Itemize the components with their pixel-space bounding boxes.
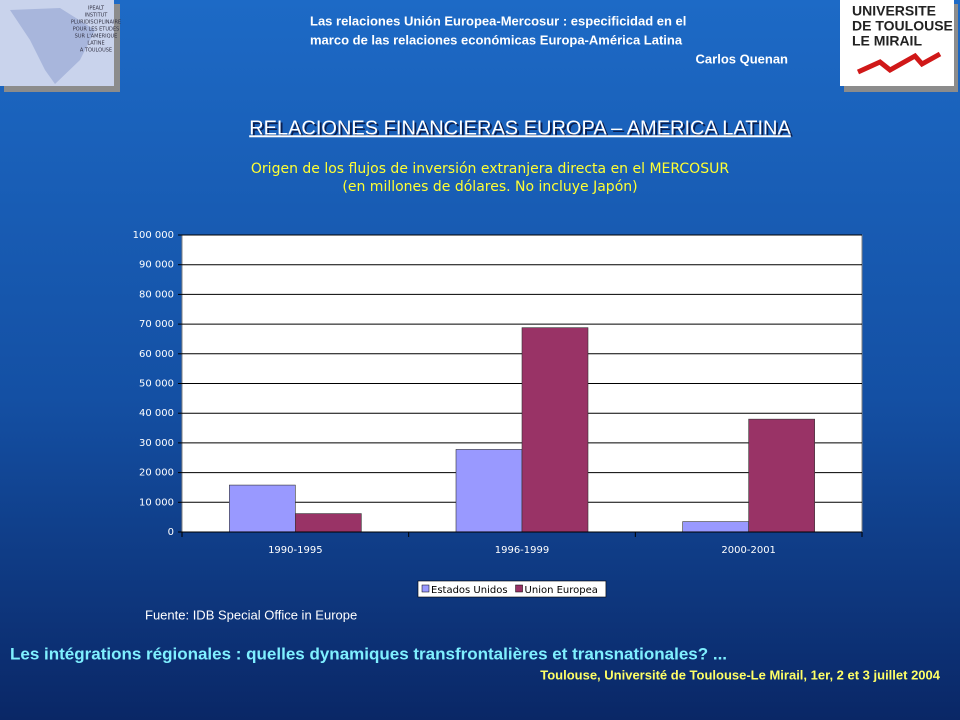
map-shape <box>10 8 95 84</box>
chart-title: (en millones de dólares. No incluye Japó… <box>342 179 637 195</box>
bar <box>229 484 296 533</box>
bar <box>455 449 523 533</box>
logo-text: POUR LES ETUDES <box>73 27 119 33</box>
y-tick-label: 70 000 <box>139 319 174 330</box>
x-tick-label: 1990-1995 <box>268 545 323 556</box>
bar <box>748 418 815 533</box>
legend-label: Estados Unidos <box>431 585 508 596</box>
chart-title: Origen de los flujos de inversión extran… <box>251 161 729 177</box>
logo-text: SUR L'AMERIQUE <box>75 34 118 40</box>
legend-swatch <box>515 584 523 593</box>
y-tick-label: 30 000 <box>139 438 174 449</box>
bar <box>521 327 589 533</box>
logo-text: PLURIDISCIPLINAIRE <box>71 20 121 26</box>
bar <box>295 513 362 533</box>
legend-label: Union Europea <box>525 585 598 596</box>
header-line: marco de las relaciones económicas Europ… <box>310 32 683 47</box>
bar <box>682 521 749 533</box>
slide-title-shadow: RELACIONES FINANCIERAS EUROPA – AMERICA … <box>251 119 793 141</box>
legend-swatch <box>421 584 430 593</box>
y-tick-label: 20 000 <box>139 468 174 479</box>
logo-text: UNIVERSITE <box>852 3 936 19</box>
slide-title: RELACIONES FINANCIERAS EUROPA – AMERICA … <box>249 117 791 139</box>
logo-stroke <box>856 51 942 75</box>
logo-text: A TOULOUSE <box>80 48 112 54</box>
x-tick-label: 1996-1999 <box>495 545 550 556</box>
logo-text: LE MIRAIL <box>852 33 922 49</box>
y-tick-label: 80 000 <box>139 289 174 300</box>
y-tick-label: 100 000 <box>133 230 174 241</box>
logo-text: IPEALT <box>88 6 105 12</box>
logo-text: INSTITUT <box>85 13 109 19</box>
y-tick-label: 50 000 <box>139 379 174 390</box>
y-tick-label: 90 000 <box>139 260 174 271</box>
logo-text: DE TOULOUSE <box>852 18 953 34</box>
footer-sub: Toulouse, Université de Toulouse-Le Mira… <box>540 667 941 682</box>
y-tick-label: 60 000 <box>139 349 174 360</box>
source: Fuente: IDB Special Office in Europe <box>145 607 357 622</box>
y-tick-label: 0 <box>168 527 174 538</box>
legend <box>417 580 607 598</box>
header-line: Las relaciones Unión Europea-Mercosur : … <box>310 13 686 28</box>
x-tick-label: 2000-2001 <box>721 545 776 556</box>
y-tick-label: 40 000 <box>139 408 174 419</box>
logo-text: LATINE <box>87 41 104 47</box>
y-tick-label: 10 000 <box>139 497 174 508</box>
header-line: Carlos Quenan <box>696 51 789 66</box>
footer-main: Les intégrations régionales : quelles dy… <box>10 644 727 663</box>
